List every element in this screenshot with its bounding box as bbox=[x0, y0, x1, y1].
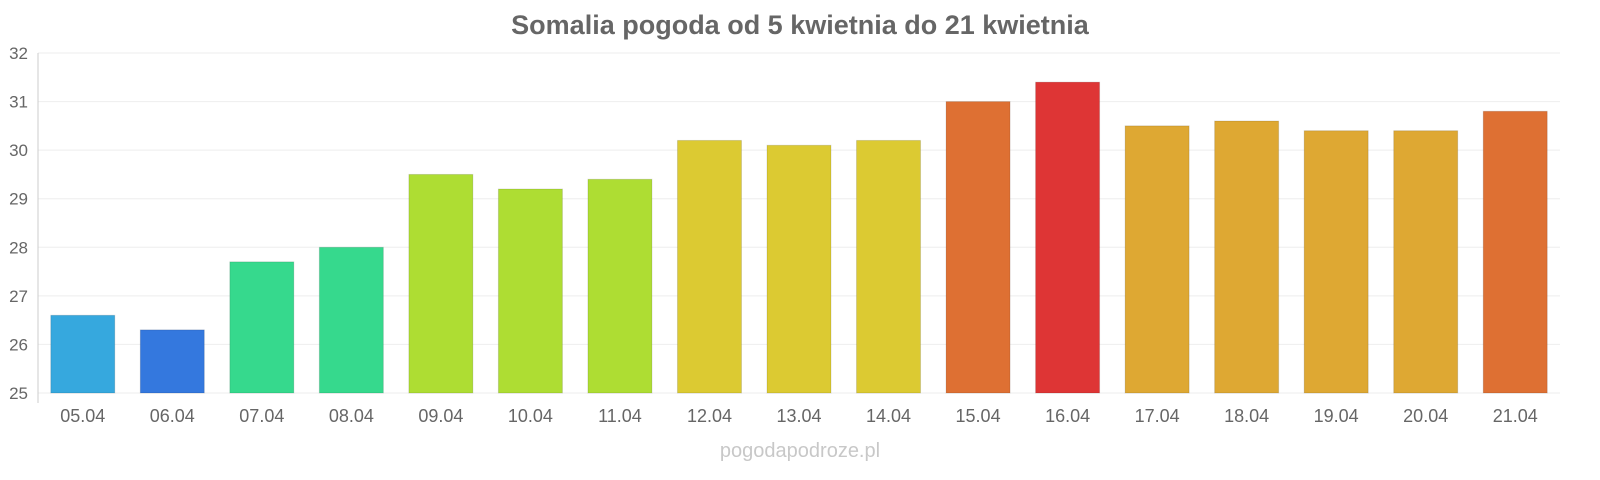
x-tick-label: 17.04 bbox=[1135, 406, 1180, 426]
bar-21.04 bbox=[1482, 110, 1548, 394]
bar-14.04 bbox=[856, 139, 922, 394]
x-tick-label: 14.04 bbox=[866, 406, 911, 426]
x-tick-label: 20.04 bbox=[1403, 406, 1448, 426]
y-tick-label: 26 bbox=[9, 335, 28, 354]
bar-12.04 bbox=[676, 139, 742, 394]
bar-05.04 bbox=[50, 314, 116, 394]
y-tick-label: 28 bbox=[9, 238, 28, 257]
x-tick-label: 05.04 bbox=[60, 406, 105, 426]
bar-18.04 bbox=[1214, 120, 1280, 394]
y-tick-label: 25 bbox=[9, 384, 28, 403]
x-tick-label: 10.04 bbox=[508, 406, 553, 426]
y-tick-label: 30 bbox=[9, 141, 28, 160]
x-tick-label: 15.04 bbox=[956, 406, 1001, 426]
bar-07.04 bbox=[229, 261, 295, 394]
bar-17.04 bbox=[1124, 125, 1190, 394]
bar-08.04 bbox=[318, 246, 384, 394]
x-tick-label: 16.04 bbox=[1045, 406, 1090, 426]
bar-20.04 bbox=[1393, 130, 1459, 394]
x-tick-label: 12.04 bbox=[687, 406, 732, 426]
x-tick-label: 13.04 bbox=[776, 406, 821, 426]
bar-09.04 bbox=[408, 173, 474, 394]
chart-title: Somalia pogoda od 5 kwietnia do 21 kwiet… bbox=[511, 10, 1089, 40]
watermark: pogodapodroze.pl bbox=[719, 440, 881, 462]
x-tick-label: 06.04 bbox=[150, 406, 195, 426]
bar-13.04 bbox=[766, 144, 832, 394]
bar-19.04 bbox=[1303, 130, 1369, 394]
x-tick-label: 11.04 bbox=[598, 406, 642, 426]
y-tick-label: 31 bbox=[9, 93, 28, 112]
x-tick-label: 19.04 bbox=[1314, 406, 1359, 426]
y-tick-label: 32 bbox=[9, 44, 28, 63]
bar-06.04 bbox=[139, 329, 205, 394]
bar-15.04 bbox=[945, 101, 1011, 394]
x-tick-label: 07.04 bbox=[239, 406, 284, 426]
x-tick-label: 09.04 bbox=[418, 406, 463, 426]
bar-16.04 bbox=[1035, 81, 1101, 394]
y-tick-label: 27 bbox=[9, 287, 28, 306]
y-tick-label: 29 bbox=[9, 190, 28, 209]
bar-11.04 bbox=[587, 178, 653, 394]
bar-10.04 bbox=[497, 188, 563, 394]
x-tick-label: 18.04 bbox=[1224, 406, 1269, 426]
x-tick-label: 21.04 bbox=[1493, 406, 1538, 426]
x-tick-label: 08.04 bbox=[329, 406, 374, 426]
